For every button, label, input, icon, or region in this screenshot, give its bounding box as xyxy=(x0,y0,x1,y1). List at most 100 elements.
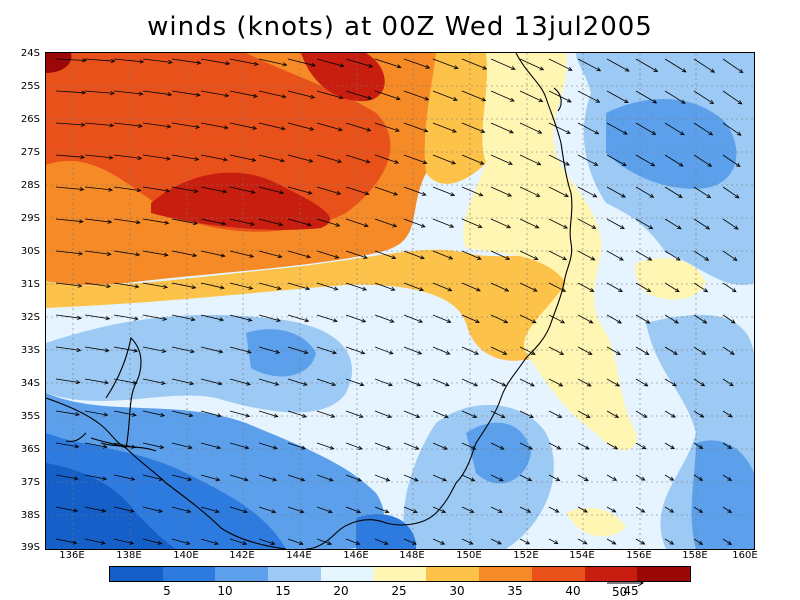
wind-vector-head xyxy=(79,187,85,192)
wind-vector xyxy=(287,474,305,481)
wind-vector-head xyxy=(727,508,733,514)
wind-vector-head xyxy=(395,127,400,132)
y-tick-label: 29S xyxy=(20,213,40,224)
wind-vector-head xyxy=(708,131,714,136)
wind-vector-head xyxy=(729,350,735,355)
wind-vector xyxy=(84,250,111,255)
wind-vector xyxy=(403,410,420,418)
wind-vector-head xyxy=(187,476,193,482)
wind-vector-head xyxy=(727,413,733,418)
wind-vector xyxy=(287,506,304,513)
shade-10-15 xyxy=(606,99,737,189)
wind-vector-head xyxy=(223,157,228,162)
wind-vector-head xyxy=(308,158,314,163)
wind-vector xyxy=(606,186,626,198)
wind-vector-head xyxy=(615,382,621,387)
wind-vector-head xyxy=(136,188,142,193)
wind-vector xyxy=(258,154,285,162)
wind-vector xyxy=(461,186,483,197)
shade-50-55 xyxy=(46,53,72,73)
wind-vector xyxy=(84,410,108,416)
wind-vector-head xyxy=(596,67,602,72)
wind-vector-head xyxy=(424,96,430,101)
wind-vector xyxy=(200,250,225,257)
wind-vector-head xyxy=(305,286,311,291)
wind-vector-head xyxy=(611,508,617,513)
legend-label: 35 xyxy=(507,584,523,598)
wind-vector-head xyxy=(531,350,536,355)
wind-vector-head xyxy=(276,317,281,322)
wind-vector-head xyxy=(422,160,428,165)
wind-vector-head xyxy=(274,381,280,386)
wind-vector xyxy=(229,410,250,417)
wind-vector-head xyxy=(77,283,83,288)
wind-vector-head xyxy=(532,287,538,292)
wind-vector-head xyxy=(412,540,417,545)
wind-vector-head xyxy=(477,224,483,228)
wind-vector-head xyxy=(214,509,220,514)
wind-vector-head xyxy=(700,382,706,387)
wind-vector-head xyxy=(649,193,655,198)
wind-vector-head xyxy=(216,445,222,450)
wind-vector xyxy=(84,346,109,352)
wind-vector xyxy=(461,314,480,323)
legend-swatch xyxy=(110,567,163,581)
wind-vector-head xyxy=(471,445,477,450)
wind-vector xyxy=(403,218,426,228)
wind-vector-head xyxy=(468,540,474,545)
wind-vector-head xyxy=(681,68,687,73)
color-legend-bar xyxy=(109,566,691,582)
wind-vector xyxy=(635,410,647,418)
wind-vector xyxy=(403,474,419,482)
wind-vector xyxy=(200,58,230,65)
wind-vector-head xyxy=(187,445,193,450)
shade-10-15 xyxy=(691,440,754,549)
wind-vector xyxy=(577,346,592,355)
wind-vector xyxy=(200,410,222,417)
wind-vector xyxy=(55,186,84,190)
wind-vector-head xyxy=(533,256,539,260)
wind-vector xyxy=(345,442,363,450)
wind-vector xyxy=(229,314,252,321)
wind-vector-head xyxy=(392,223,398,228)
wind-vector-head xyxy=(473,382,479,387)
wind-vector xyxy=(403,154,427,164)
wind-vector xyxy=(548,90,572,103)
wind-vector xyxy=(345,346,365,354)
wind-vector xyxy=(693,506,703,513)
wind-vector-head xyxy=(425,64,431,69)
wind-vector-head xyxy=(651,130,657,135)
wind-vector xyxy=(55,442,79,448)
wind-vector-head xyxy=(250,221,255,226)
wind-vector xyxy=(345,538,360,545)
wind-vector xyxy=(171,186,198,192)
wind-vector xyxy=(519,474,532,481)
wind-vector-head xyxy=(419,287,424,292)
wind-vector-head xyxy=(475,319,480,323)
wind-vector-head xyxy=(306,254,312,259)
shade-25-30 xyxy=(635,258,706,300)
wind-vector xyxy=(693,346,706,355)
wind-vector-head xyxy=(559,350,565,355)
wind-vector-head xyxy=(529,414,534,418)
wind-vector-head xyxy=(245,413,251,418)
wind-vector xyxy=(490,378,506,387)
wind-vector xyxy=(200,282,225,289)
wind-vector-head xyxy=(385,477,391,482)
wind-vector xyxy=(142,122,171,128)
wind-vector-head xyxy=(101,508,107,513)
wind-vector-head xyxy=(669,476,675,481)
wind-vector xyxy=(55,250,83,255)
wind-vector xyxy=(84,538,105,544)
wind-vector xyxy=(200,378,222,385)
wind-vector xyxy=(461,90,486,101)
wind-vector-head xyxy=(104,348,110,353)
wind-vector-head xyxy=(188,413,194,418)
wind-vector xyxy=(84,474,107,480)
wind-vector xyxy=(635,186,654,198)
wind-vector xyxy=(461,346,479,355)
wind-vector xyxy=(548,314,565,324)
wind-vector xyxy=(722,538,732,545)
wind-vector xyxy=(345,282,367,291)
wind-vector-head xyxy=(535,192,541,197)
